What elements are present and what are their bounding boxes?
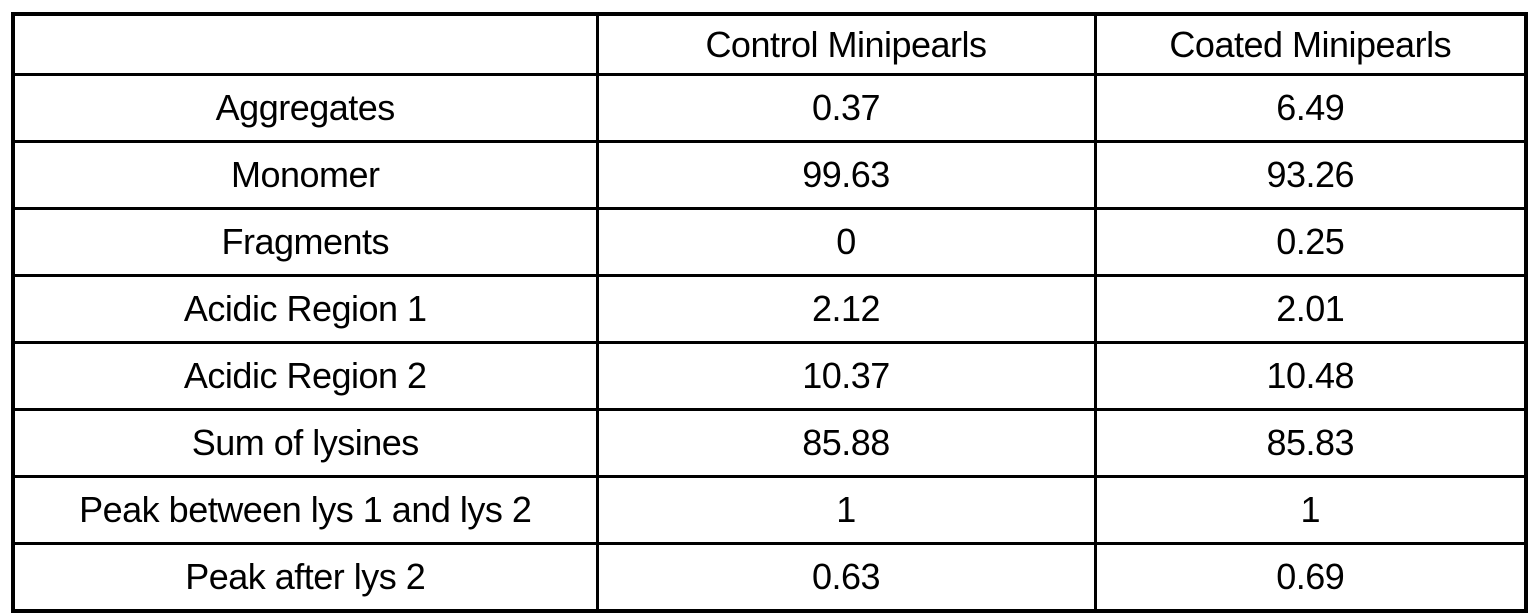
- row-label: Fragments: [11, 207, 599, 277]
- table-row-peak-after-lys-2: Peak after lys 2 0.63 0.69: [11, 542, 1528, 613]
- cell-control-value: 0.63: [595, 542, 1097, 613]
- row-label: Peak between lys 1 and lys 2: [11, 475, 599, 545]
- cell-control-value: 1: [595, 475, 1097, 545]
- cell-control-value: 0.37: [595, 73, 1097, 143]
- minipearls-results-table: Control Minipearls Coated Minipearls Agg…: [11, 12, 1528, 613]
- row-label: Peak after lys 2: [11, 542, 599, 613]
- row-label: Sum of lysines: [11, 408, 599, 478]
- row-label: Acidic Region 1: [11, 274, 599, 344]
- row-label: Monomer: [11, 140, 599, 210]
- cell-coated-value: 1: [1093, 475, 1528, 545]
- header-row: Control Minipearls Coated Minipearls: [11, 12, 1528, 76]
- row-label: Acidic Region 2: [11, 341, 599, 411]
- corner-cell: [11, 12, 599, 76]
- cell-control-value: 10.37: [595, 341, 1097, 411]
- cell-coated-value: 0.69: [1093, 542, 1528, 613]
- table-row-acidic-region-2: Acidic Region 2 10.37 10.48: [11, 341, 1528, 411]
- cell-coated-value: 2.01: [1093, 274, 1528, 344]
- cell-control-value: 99.63: [595, 140, 1097, 210]
- table-row-sum-of-lysines: Sum of lysines 85.88 85.83: [11, 408, 1528, 478]
- cell-coated-value: 85.83: [1093, 408, 1528, 478]
- cell-coated-value: 10.48: [1093, 341, 1528, 411]
- col-header-coated-minipearls: Coated Minipearls: [1093, 12, 1528, 76]
- col-header-control-minipearls: Control Minipearls: [595, 12, 1097, 76]
- row-label: Aggregates: [11, 73, 599, 143]
- table-row-monomer: Monomer 99.63 93.26: [11, 140, 1528, 210]
- cell-coated-value: 0.25: [1093, 207, 1528, 277]
- cell-coated-value: 93.26: [1093, 140, 1528, 210]
- cell-control-value: 2.12: [595, 274, 1097, 344]
- cell-coated-value: 6.49: [1093, 73, 1528, 143]
- table-row-peak-between-lys: Peak between lys 1 and lys 2 1 1: [11, 475, 1528, 545]
- table-row-fragments: Fragments 0 0.25: [11, 207, 1528, 277]
- cell-control-value: 0: [595, 207, 1097, 277]
- cell-control-value: 85.88: [595, 408, 1097, 478]
- table-row-acidic-region-1: Acidic Region 1 2.12 2.01: [11, 274, 1528, 344]
- table-row-aggregates: Aggregates 0.37 6.49: [11, 73, 1528, 143]
